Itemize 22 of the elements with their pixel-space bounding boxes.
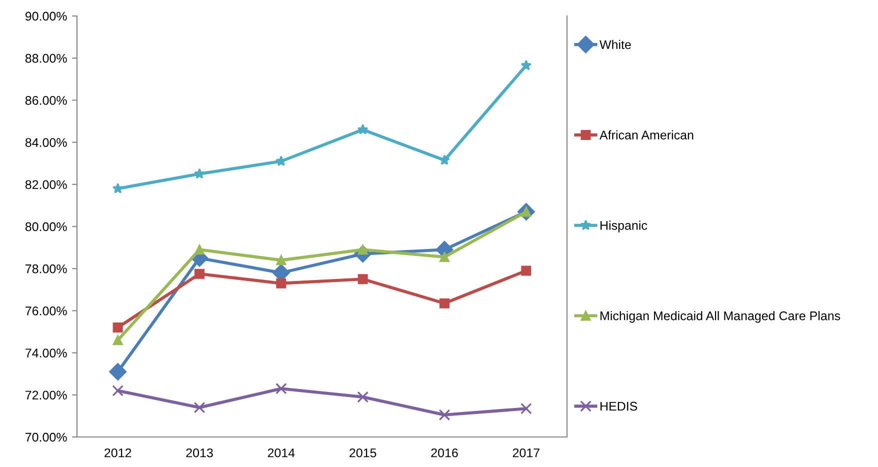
x-tick-label: 2014 xyxy=(268,448,295,458)
x-tick-label: 2012 xyxy=(104,448,132,458)
legend-label: Michigan Medicaid All Managed Care Plans xyxy=(600,311,840,323)
y-tick-label: 82.00% xyxy=(25,180,67,190)
y-tick-label: 84.00% xyxy=(25,138,67,147)
legend-label: African American xyxy=(600,130,694,140)
y-tick-label: 80.00% xyxy=(25,222,67,232)
y-tick-label: 72.00% xyxy=(26,390,67,400)
legend-label: Hispanic xyxy=(600,220,648,232)
x-tick-label: 2015 xyxy=(350,448,376,458)
legend-label: White xyxy=(600,40,631,50)
y-tick-label: 86.00% xyxy=(25,96,67,105)
x-tick-label: 2013 xyxy=(186,448,213,458)
y-tick-label: 90.00% xyxy=(25,12,67,21)
y-tick-label: 78.00% xyxy=(26,264,67,274)
y-tick-label: 74.00% xyxy=(26,348,67,358)
y-tick-label: 88.00% xyxy=(25,54,67,63)
x-tick-label: 2016 xyxy=(431,448,458,458)
x-tick-label: 2017 xyxy=(512,448,540,458)
legend-label: HEDIS xyxy=(600,402,638,411)
y-tick-label: 76.00% xyxy=(26,306,67,316)
y-tick-label: 70.00% xyxy=(26,432,67,442)
